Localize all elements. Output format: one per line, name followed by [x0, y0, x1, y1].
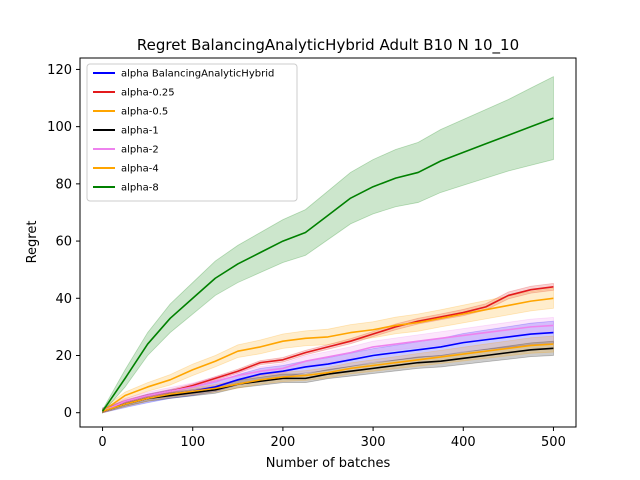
line-alpha-4	[102, 343, 554, 413]
y-tick-label: 0	[64, 406, 72, 421]
x-tick-label: 400	[451, 435, 476, 450]
y-tick-label: 40	[55, 292, 72, 307]
band-alpha-1	[102, 340, 554, 414]
x-tick-label: 500	[541, 435, 566, 450]
x-axis-label: Number of batches	[266, 456, 391, 471]
legend-label-alpha-8: alpha-8	[121, 183, 159, 194]
legend-label-alpha-2: alpha-2	[121, 145, 159, 156]
legend-label-alpha-0-5: alpha-0.5	[121, 107, 168, 118]
x-tick-label: 100	[180, 435, 205, 450]
x-tick-label: 200	[270, 435, 295, 450]
legend: alpha BalancingAnalyticHybrid alpha-0.25 a…	[86, 63, 298, 202]
line-alpha-8	[101, 117, 554, 412]
band-alpha-0-25	[102, 282, 554, 414]
y-tick-label: 20	[55, 349, 72, 364]
band-alpha-0-5	[102, 287, 554, 414]
series-lines	[101, 117, 554, 413]
y-tick-label: 100	[47, 120, 72, 135]
y-axis-ticks: 0 20 40 60 80 100 120	[47, 63, 80, 421]
legend-label-alpha-0-25: alpha-0.25	[121, 88, 175, 99]
x-tick-label: 0	[98, 435, 106, 450]
y-tick-label: 80	[55, 177, 72, 192]
y-tick-label: 120	[47, 63, 72, 78]
x-axis-ticks: 0 100 200 300 400 500	[98, 427, 566, 450]
y-tick-label: 60	[55, 235, 72, 250]
legend-box	[86, 63, 298, 202]
line-alpha-1	[102, 347, 554, 413]
y-axis-label: Regret	[25, 221, 40, 264]
legend-label-alpha-1: alpha-1	[121, 126, 159, 137]
legend-label-alpha-4: alpha-4	[121, 164, 159, 175]
line-alpha-2	[102, 324, 554, 413]
legend-label-alpha-balancinganalytichybrid: alpha BalancingAnalyticHybrid	[121, 69, 274, 80]
chart-title: Regret BalancingAnalyticHybrid Adult B10…	[137, 36, 519, 55]
x-tick-label: 300	[361, 435, 386, 450]
plot-area-frame	[79, 57, 577, 428]
line-alpha-0-5	[102, 297, 554, 412]
